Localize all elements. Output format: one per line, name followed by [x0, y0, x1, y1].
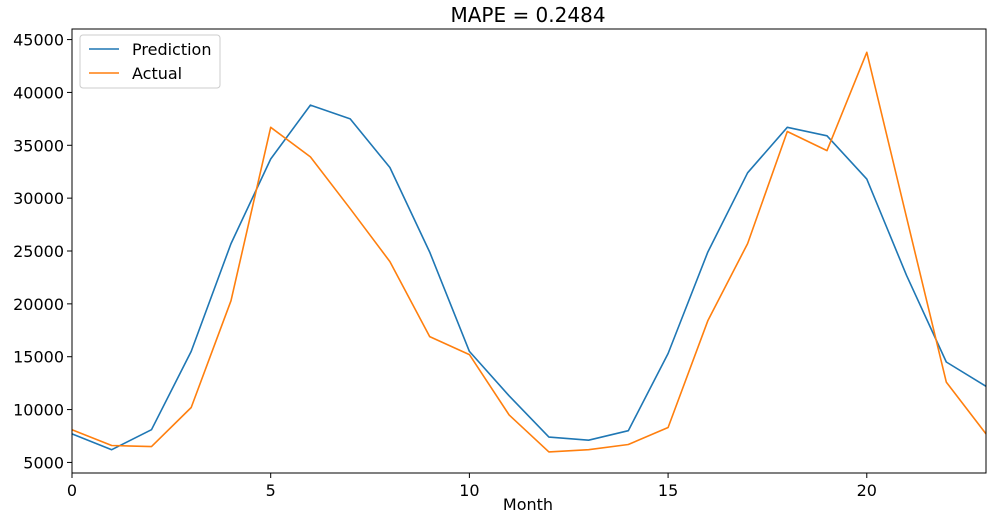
series-layer	[71, 51, 987, 453]
y-tick-label: 10000	[13, 401, 64, 420]
plot-frame	[71, 28, 987, 474]
y-tick-label: 30000	[13, 189, 64, 208]
x-tick-label: 20	[857, 481, 877, 500]
y-tick-label: 20000	[13, 295, 64, 314]
y-tick-label: 45000	[13, 31, 64, 50]
legend: Prediction Actual	[79, 34, 221, 89]
x-axis-label: Month	[503, 495, 553, 514]
y-tick-label: 40000	[13, 83, 64, 102]
series-line-prediction	[71, 104, 987, 451]
y-tick-label: 15000	[13, 348, 64, 367]
y-tick-label: 5000	[23, 453, 64, 472]
x-tick-label: 10	[459, 481, 479, 500]
y-tick-label: 35000	[13, 136, 64, 155]
y-tick-label: 25000	[13, 242, 64, 261]
chart-title: MAPE = 0.2484	[450, 3, 605, 27]
x-tick-label: 5	[266, 481, 276, 500]
legend-label-actual: Actual	[132, 64, 182, 83]
legend-label-prediction: Prediction	[132, 40, 211, 59]
x-axis: 0 5 10 15 20	[67, 473, 877, 500]
plot-area	[72, 29, 986, 473]
y-axis: 5000 10000 15000 20000 25000 30000 35000 40000 4…	[13, 31, 72, 472]
x-tick-label: 15	[658, 481, 678, 500]
series-line-actual	[71, 51, 987, 453]
x-tick-label: 0	[67, 481, 77, 500]
